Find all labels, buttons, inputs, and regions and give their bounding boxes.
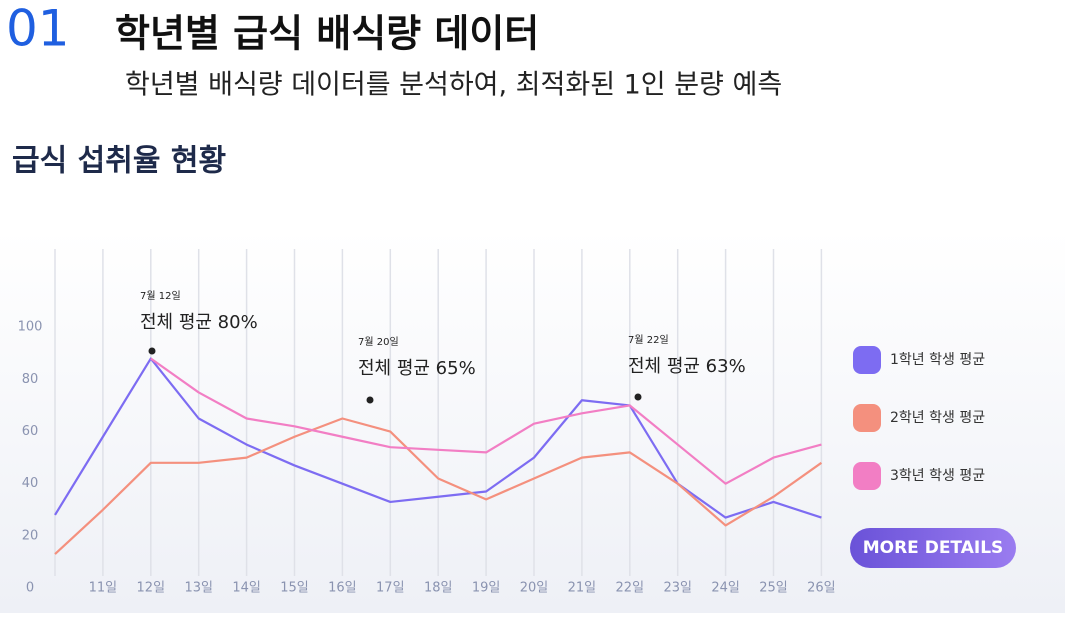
section-number: 01 bbox=[6, 0, 70, 58]
y-tick-label: 20 bbox=[22, 528, 39, 543]
y-tick-label: 40 bbox=[22, 476, 39, 491]
legend-swatch bbox=[853, 346, 881, 374]
x-tick-label: 26일 bbox=[807, 581, 836, 596]
legend-label: 2학년 학생 평균 bbox=[890, 410, 985, 426]
annotation-dot bbox=[148, 347, 156, 355]
y-tick-label: 0 bbox=[26, 581, 34, 596]
x-tick-label: 16일 bbox=[328, 581, 357, 596]
legend-swatch bbox=[853, 404, 881, 432]
x-tick-label: 24일 bbox=[711, 581, 740, 596]
y-tick-label: 100 bbox=[18, 320, 43, 335]
annotation-dot bbox=[634, 393, 642, 401]
annotation-dot bbox=[366, 396, 374, 404]
x-tick-label: 13일 bbox=[184, 581, 213, 596]
annotation-date: 7월 20일 bbox=[358, 336, 399, 348]
x-tick-label: 25일 bbox=[759, 581, 788, 596]
page-subtitle: 학년별 배식량 데이터를 분석하여, 최적화된 1인 분량 예측 bbox=[125, 70, 782, 101]
x-tick-label: 17일 bbox=[376, 581, 405, 596]
series-line bbox=[54, 417, 823, 555]
x-tick-label: 20일 bbox=[520, 581, 549, 596]
series-line bbox=[54, 357, 822, 519]
x-tick-label: 19일 bbox=[472, 581, 501, 596]
annotation-text: 전체 평균 63% bbox=[628, 356, 746, 377]
page-title: 학년별 급식 배식량 데이터 bbox=[115, 12, 539, 56]
chart-title: 급식 섭취율 현황 bbox=[12, 144, 226, 179]
y-tick-label: 80 bbox=[22, 372, 39, 387]
x-tick-label: 23일 bbox=[663, 581, 692, 596]
more-details-button[interactable] bbox=[850, 528, 1016, 568]
x-tick-label: 11일 bbox=[89, 581, 118, 596]
x-tick-label: 12일 bbox=[137, 581, 166, 596]
x-tick-label: 18일 bbox=[424, 581, 453, 596]
x-tick-label: 15일 bbox=[280, 581, 309, 596]
legend-swatch bbox=[853, 462, 881, 490]
x-tick-label: 14일 bbox=[232, 581, 261, 596]
legend-label: 3학년 학생 평균 bbox=[890, 468, 985, 484]
annotation-date: 7월 12일 bbox=[140, 290, 181, 302]
annotation-date: 7월 22일 bbox=[628, 334, 669, 346]
x-tick-label: 21일 bbox=[568, 581, 597, 596]
y-tick-label: 60 bbox=[22, 424, 39, 439]
annotation-text: 전체 평균 65% bbox=[358, 358, 476, 379]
button-label[interactable]: MORE DETAILS bbox=[863, 538, 1004, 558]
annotation-text: 전체 평균 80% bbox=[140, 312, 258, 333]
x-tick-label: 22일 bbox=[616, 581, 645, 596]
legend-label: 1학년 학생 평균 bbox=[890, 352, 985, 368]
series-line bbox=[150, 357, 822, 485]
